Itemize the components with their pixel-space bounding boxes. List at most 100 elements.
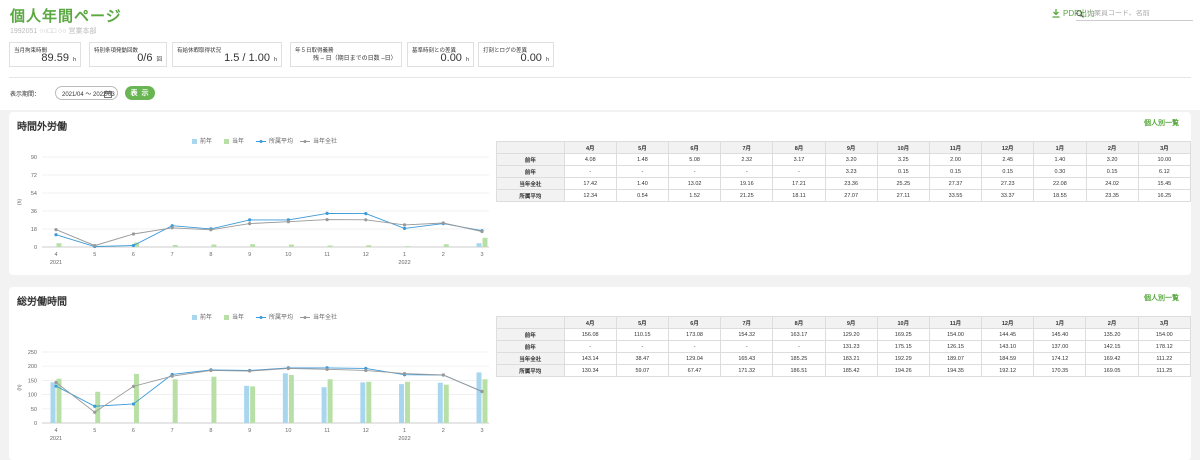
point-company bbox=[131, 384, 136, 388]
table-cell: 0.15 bbox=[1085, 165, 1139, 178]
bar-curr bbox=[405, 381, 411, 423]
bar-curr bbox=[482, 379, 488, 423]
bar-curr bbox=[56, 378, 62, 423]
table-cell: 6.12 bbox=[1137, 165, 1192, 178]
table-cell: 143.10 bbox=[981, 340, 1035, 353]
point-company bbox=[480, 229, 484, 234]
bar-curr bbox=[366, 381, 372, 423]
y-axis-label: (h) bbox=[17, 199, 23, 205]
individual-list-link[interactable]: 個人別一覧 bbox=[1144, 295, 1179, 302]
table-cell: 185.25 bbox=[772, 352, 826, 365]
table-row: 当年全社 17.42 1.40 13.02 19.16 17.21 23.36 25.25 27… bbox=[496, 177, 1192, 190]
point-dept bbox=[364, 212, 368, 216]
point-company bbox=[286, 366, 290, 371]
total-hours-table: 4月 5月 6月 7月 8月 9月 10月 11月 12月 1月 2月 3月 前… bbox=[496, 316, 1192, 377]
point-company bbox=[248, 222, 252, 226]
search-input[interactable] bbox=[1087, 10, 1187, 17]
card-label: 年５日取得義務 bbox=[295, 48, 334, 54]
table-cell: 131.23 bbox=[824, 340, 878, 353]
x-tick-label: 6 bbox=[132, 428, 135, 434]
y-tick-label: 250 bbox=[28, 350, 37, 356]
point-company bbox=[325, 367, 329, 371]
table-cell: 38.47 bbox=[615, 352, 669, 365]
calendar-icon[interactable] bbox=[104, 90, 112, 98]
point-company bbox=[170, 374, 174, 378]
x-tick-label: 8 bbox=[209, 428, 212, 434]
bar-curr bbox=[133, 242, 139, 247]
x-tick-label: 5 bbox=[93, 252, 96, 258]
y-tick-label: 100 bbox=[28, 393, 37, 399]
bar-prev bbox=[360, 382, 366, 423]
point-dept bbox=[325, 211, 329, 215]
total-hours-chart: 前年 当年 所属平均 当年全社 0 50 100 150 200 250 (h) 4 2021 5 6 7 8 9… bbox=[17, 313, 489, 442]
table-cell: 154.32 bbox=[720, 328, 774, 341]
y-tick-label: 72 bbox=[31, 173, 37, 179]
table-cell: 173.08 bbox=[667, 328, 722, 341]
table-cell: 18.55 bbox=[1033, 189, 1087, 202]
bar-curr bbox=[172, 245, 178, 247]
header-area: 個人年間ページ 1992051 ○○□□ ○○ 営業本部 PDF出力 当月拘束時… bbox=[0, 0, 1200, 110]
bar-prev bbox=[437, 382, 443, 423]
month-header: 1月 bbox=[1033, 141, 1087, 154]
summary-card-restraint-hours: 当月拘束時間 89.59 h bbox=[9, 42, 81, 67]
x-tick-label: 10 bbox=[285, 428, 291, 434]
point-company bbox=[54, 380, 58, 384]
card-label: 当月拘束時間 bbox=[14, 48, 48, 54]
table-cell: 33.37 bbox=[981, 189, 1035, 202]
table-cell: 12.34 bbox=[563, 189, 617, 202]
individual-list-link[interactable]: 個人別一覧 bbox=[1144, 120, 1179, 127]
month-header: 4月 bbox=[563, 141, 617, 154]
table-cell: - bbox=[720, 165, 774, 178]
table-corner bbox=[496, 141, 565, 154]
table-cell: 16.25 bbox=[1137, 189, 1192, 202]
table-cell: - bbox=[563, 165, 617, 178]
row-header: 前年 bbox=[496, 340, 565, 353]
x-year-label: 2022 bbox=[398, 436, 410, 442]
x-tick-label: 6 bbox=[132, 252, 135, 258]
legend-swatch-prev bbox=[192, 315, 197, 320]
table-row: 当年全社 143.14 38.47 129.04 165.43 185.25 183.21 1… bbox=[496, 352, 1192, 365]
month-header: 10月 bbox=[876, 316, 930, 329]
month-header: 3月 bbox=[1137, 141, 1192, 154]
table-cell: 1.40 bbox=[1033, 153, 1087, 166]
x-tick-label: 7 bbox=[171, 252, 174, 258]
download-icon bbox=[1052, 9, 1060, 18]
month-header: 5月 bbox=[615, 316, 669, 329]
table-cell: 137.00 bbox=[1033, 340, 1087, 353]
pdf-export-button[interactable]: PDF出力 bbox=[1052, 8, 1095, 19]
series-line-dept bbox=[55, 212, 483, 247]
bar-curr bbox=[443, 384, 449, 423]
table-cell: 23.36 bbox=[824, 177, 878, 190]
row-header: 前年 bbox=[496, 328, 565, 341]
period-input[interactable]: 2021/04 〜 2022/03 bbox=[55, 86, 118, 100]
table-cell: 18.11 bbox=[772, 189, 826, 202]
bar-prev bbox=[476, 243, 482, 247]
point-company bbox=[441, 373, 445, 377]
overtime-panel: 時間外労働 個人別一覧 前年 当年 所属平均 当年全社 0 18 36 54 72 90 (h) 4 2… bbox=[9, 112, 1192, 275]
table-body: 前年 156.08 110.15 173.08 154.32 163.17 129.20 16… bbox=[496, 328, 1192, 377]
show-button[interactable]: 表 示 bbox=[125, 86, 155, 100]
search-icon bbox=[1076, 9, 1084, 18]
legend-marker-dept bbox=[259, 140, 263, 143]
table-cell: 25.25 bbox=[876, 177, 930, 190]
table-cell: - bbox=[667, 340, 722, 353]
card-value: 残 ‒ 日（期日までの日数 ‒日） bbox=[313, 56, 397, 62]
month-header: 12月 bbox=[981, 316, 1035, 329]
point-company bbox=[286, 220, 290, 224]
card-label: 有給休暇取得状況 bbox=[177, 48, 222, 54]
point-dept bbox=[248, 218, 252, 222]
month-header: 3月 bbox=[1137, 316, 1192, 329]
table-cell: 189.07 bbox=[928, 352, 983, 365]
table-cell: 3.25 bbox=[876, 153, 930, 166]
table-cell: 17.42 bbox=[563, 177, 617, 190]
table-cell: 24.02 bbox=[1085, 177, 1139, 190]
bar-curr bbox=[211, 244, 217, 247]
point-company bbox=[209, 228, 213, 232]
point-company bbox=[325, 218, 329, 222]
table-header-row: 4月 5月 6月 7月 8月 9月 10月 11月 12月 1月 2月 3月 bbox=[496, 141, 1192, 154]
table-cell: - bbox=[720, 340, 774, 353]
point-company bbox=[441, 221, 445, 225]
legend-label-dept: 所属平均 bbox=[269, 137, 293, 145]
panel-title: 総労働時間 bbox=[17, 297, 67, 308]
